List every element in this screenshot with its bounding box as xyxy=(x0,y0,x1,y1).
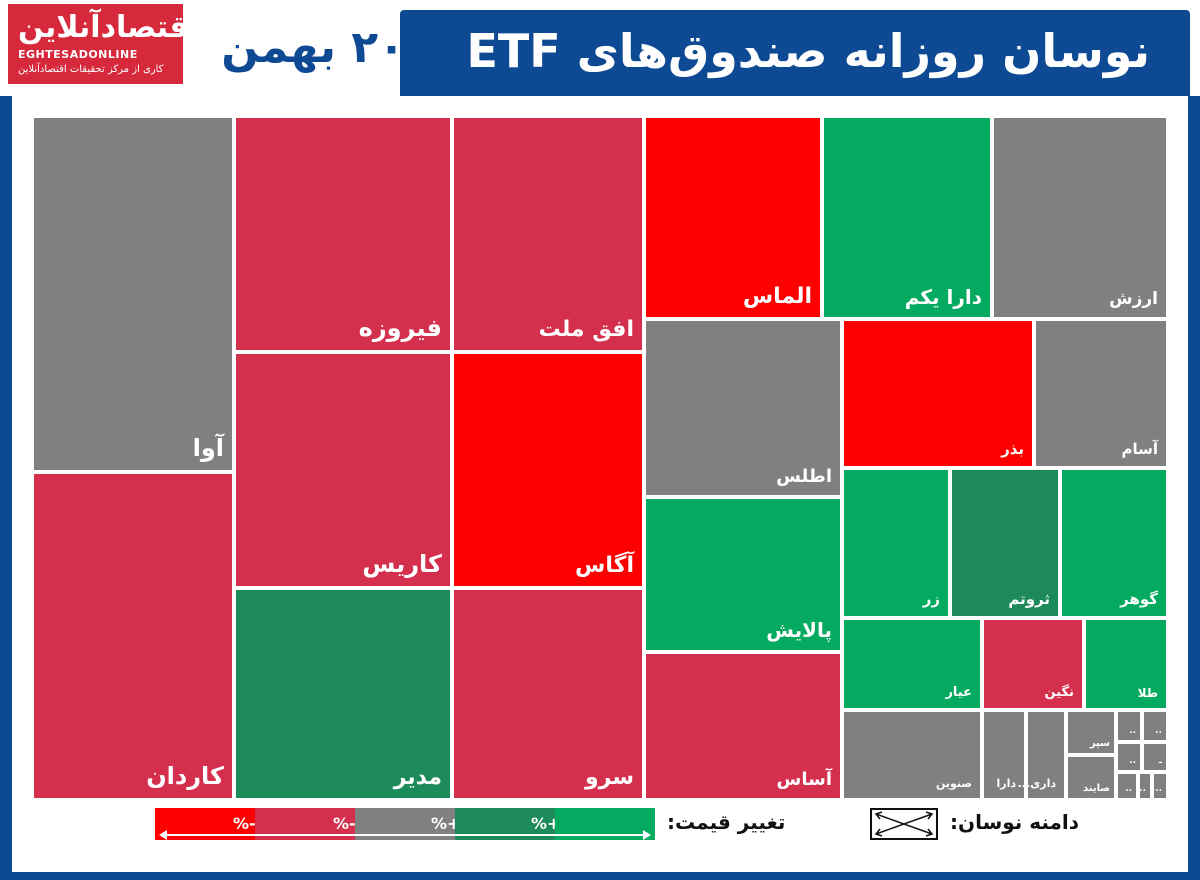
legend-scale: %-۳ %-۱ %+۱ %+۳ xyxy=(155,808,655,840)
treemap-cell-label: .. xyxy=(1129,756,1136,766)
date-label: ۲۰ بهمن xyxy=(221,22,405,73)
treemap-cell: داری... xyxy=(1018,710,1066,800)
treemap-cell-label: سرو xyxy=(585,765,634,790)
treemap-cell: طلا xyxy=(1084,618,1168,710)
page-title: نوسان روزانه صندوق‌های ETF xyxy=(466,24,1151,78)
treemap-cell-label: نگین xyxy=(1044,685,1074,700)
treemap-cell: بذر xyxy=(842,319,1034,468)
treemap-cell-label: زر xyxy=(922,590,940,608)
treemap-cell-label: کاردان xyxy=(146,762,224,790)
treemap-cell-label: بذر xyxy=(1001,440,1024,458)
treemap-cell: کاردان xyxy=(32,472,234,800)
treemap-cell: اطلس xyxy=(644,319,842,497)
treemap-cell: دارا xyxy=(982,710,1026,800)
treemap-cell: زر xyxy=(842,468,950,618)
treemap-cell-label: آساس xyxy=(776,769,832,790)
logo-tagline: کاری از مرکز تحقیقات اقتصادآنلاین xyxy=(18,64,164,75)
treemap-cell: صنوین xyxy=(842,710,982,800)
logo-text: اقتصادآنلاین xyxy=(18,10,199,45)
treemap-cell-label: طلا xyxy=(1137,686,1158,700)
treemap-cell: فیروزه xyxy=(234,116,452,352)
treemap-cell: عیار xyxy=(842,618,982,710)
treemap-cell-label: دارا xyxy=(996,777,1016,790)
treemap-cell: سپر xyxy=(1066,710,1116,755)
treemap-cell-label: صنوین xyxy=(935,777,972,790)
treemap-cell-label: عیار xyxy=(945,685,972,700)
treemap-cell: آسام xyxy=(1034,319,1168,468)
treemap-cell: .. xyxy=(1116,742,1142,772)
treemap-cell: ارزش xyxy=(992,116,1168,319)
treemap-cell: .. xyxy=(1142,710,1168,742)
treemap-cell-label: .. xyxy=(1125,784,1132,794)
treemap-cell-label: سپر xyxy=(1089,738,1110,749)
treemap-cell-label: .. xyxy=(1155,726,1162,736)
treemap-cell-label: دارا یکم xyxy=(904,285,982,309)
treemap-cell-label: گوهر xyxy=(1120,590,1158,608)
title-band: نوسان روزانه صندوق‌های ETF xyxy=(400,10,1190,96)
header: اقتصادآنلاین EGHTESADONLINE کاری از مرکز… xyxy=(0,0,1200,98)
treemap-cell: ـ xyxy=(1142,742,1168,772)
range-box xyxy=(870,808,938,840)
treemap-cell-label: آسام xyxy=(1121,440,1158,458)
treemap-cell-label: پالایش xyxy=(766,618,832,642)
treemap-cell: ثروتم xyxy=(950,468,1060,618)
treemap-cell: .. xyxy=(1138,772,1152,800)
treemap-cell: .. xyxy=(1116,772,1138,800)
treemap-cell-label: ثروتم xyxy=(1008,590,1050,608)
treemap-cell: افق ملت xyxy=(452,116,644,352)
treemap-cell: آگاس xyxy=(452,352,644,588)
treemap-cell: گوهر xyxy=(1060,468,1168,618)
treemap-cell-label: کاریس xyxy=(362,550,442,578)
treemap-cell: پالایش xyxy=(644,497,842,652)
treemap-cell-label: افق ملت xyxy=(538,317,634,342)
treemap-cell: نگین xyxy=(982,618,1084,710)
treemap-cell-label: ارزش xyxy=(1109,289,1158,309)
treemap-cell-label: آوا xyxy=(192,434,224,462)
treemap-cell: دارا یکم xyxy=(822,116,992,319)
treemap-cell: کاریس xyxy=(234,352,452,588)
legend: %-۳ %-۱ %+۱ %+۳ تغییر قیمت: دامنه نوسان: xyxy=(32,802,1168,852)
treemap-cell: الماس xyxy=(644,116,822,319)
treemap-cell-label: فیروزه xyxy=(358,314,442,342)
treemap-cell: صایند xyxy=(1066,755,1116,800)
treemap-cell-label: اطلس xyxy=(776,466,832,487)
range-title: دامنه نوسان: xyxy=(950,810,1080,834)
treemap-cell: مدیر xyxy=(234,588,452,800)
treemap-cell-label: مدیر xyxy=(393,765,442,790)
treemap-cell-label: .. xyxy=(1129,726,1136,736)
treemap-cell-label: صایند xyxy=(1082,783,1110,794)
treemap-cell-label: آگاس xyxy=(575,553,634,578)
range-cross-icon xyxy=(874,811,934,837)
treemap-cell: ... xyxy=(1152,772,1168,800)
logo-latin: EGHTESADONLINE xyxy=(18,48,138,61)
treemap-cell-label: ـ xyxy=(1158,756,1162,766)
legend-arrow xyxy=(159,830,651,840)
treemap-cell: .. xyxy=(1116,710,1142,742)
treemap-cell: آوا xyxy=(32,116,234,472)
treemap-cell-label: .. xyxy=(1139,784,1146,794)
treemap-cell-label: الماس xyxy=(742,284,812,309)
treemap-cell-label: داری... xyxy=(1017,777,1056,790)
treemap-cell: آساس xyxy=(644,652,842,800)
legend-title: تغییر قیمت: xyxy=(667,810,786,834)
treemap: آوا کاردان فیروزه کاریس مدیر افق ملت آگاس سرو ال… xyxy=(32,116,1168,800)
logo: اقتصادآنلاین EGHTESADONLINE کاری از مرکز… xyxy=(8,4,199,84)
treemap-cell: سرو xyxy=(452,588,644,800)
treemap-cell-label: ... xyxy=(1151,784,1162,794)
